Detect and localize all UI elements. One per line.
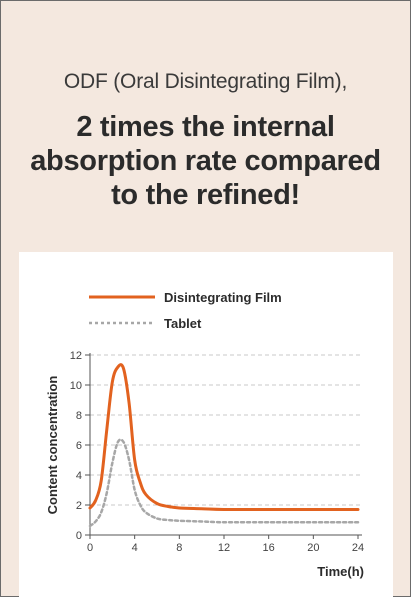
x-tick-label: 12 — [218, 542, 230, 554]
series-line-film — [88, 363, 360, 512]
x-tick-label: 8 — [176, 542, 182, 554]
headline-line: absorption rate compared — [30, 145, 381, 177]
headline-line: to the refined! — [111, 179, 300, 211]
y-tick-label: 4 — [76, 470, 82, 482]
x-tick-label: 16 — [263, 542, 275, 554]
y-tick-label: 2 — [76, 500, 82, 512]
y-axis-title: Content concentration — [45, 376, 60, 515]
legend-label: Tablet — [164, 316, 202, 331]
y-tick-label: 12 — [70, 350, 82, 362]
x-axis-title: Time(h) — [317, 564, 364, 579]
chart-card: 0 2 4 6 8 10 12 0 4 8 12 16 20 24 Time(h) Content conce… — [19, 252, 393, 597]
x-tick-label: 24 — [352, 542, 364, 554]
x-tick-label: 0 — [87, 542, 93, 554]
page-subtitle: ODF (Oral Disintegrating Film), — [63, 70, 348, 93]
legend-label: Disintegrating Film — [164, 290, 282, 305]
y-tick-label: 0 — [76, 530, 82, 542]
headline-line: 2 times the internal — [76, 111, 335, 143]
x-tick-label: 4 — [132, 542, 138, 554]
y-tick-label: 8 — [76, 410, 82, 422]
x-tick-label: 20 — [307, 542, 319, 554]
y-tick-label: 6 — [76, 440, 82, 452]
y-tick-label: 10 — [70, 380, 82, 392]
page-headline: 2 times the internal absorption rate com… — [0, 110, 411, 212]
series-line-tablet — [88, 438, 360, 528]
